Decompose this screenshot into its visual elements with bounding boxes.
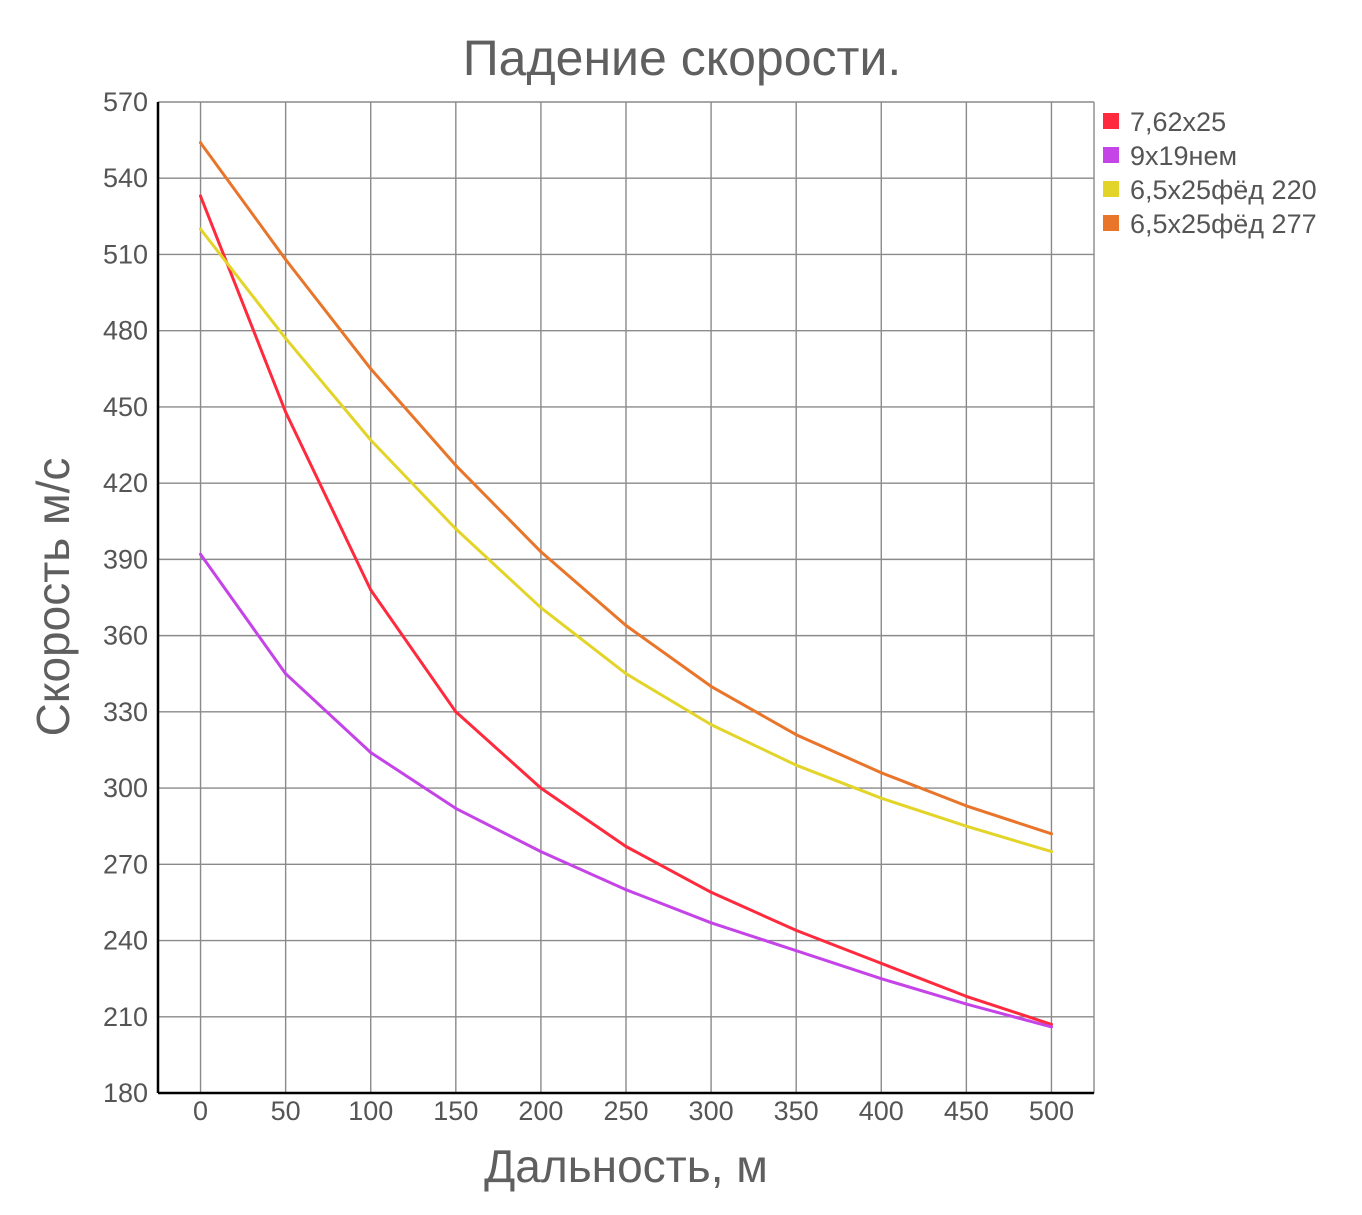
y-tick-label: 210 — [103, 1002, 148, 1032]
series-3-point — [709, 723, 713, 727]
legend-item-2: 9x19нем — [1103, 141, 1237, 171]
legend-swatch — [1103, 147, 1119, 163]
legend-label: 9x19нем — [1130, 141, 1237, 171]
series-2-point — [1049, 1025, 1053, 1029]
x-axis-label: Дальность, м — [484, 1140, 768, 1192]
series-4-point — [199, 141, 203, 145]
series-1-point — [539, 786, 543, 790]
y-tick-label: 510 — [103, 239, 148, 269]
y-tick-label: 480 — [103, 316, 148, 346]
series-2-point — [369, 751, 373, 755]
series-2-point — [709, 921, 713, 925]
series-1-point — [369, 588, 373, 592]
series-4-point — [539, 550, 543, 554]
legend-item-1: 7,62x25 — [1103, 107, 1226, 137]
x-tick-label: 200 — [518, 1096, 563, 1126]
x-tick-label: 100 — [348, 1096, 393, 1126]
legend-item-3: 6,5x25фёд 220 — [1103, 175, 1317, 205]
series-3-point — [1049, 850, 1053, 854]
chart-title: Падение скорости. — [463, 30, 902, 86]
y-axis-label: Скорость м/с — [27, 458, 79, 737]
series-4-point — [964, 804, 968, 808]
series-1-point — [454, 710, 458, 714]
legend-label: 7,62x25 — [1130, 107, 1226, 137]
y-tick-label: 240 — [103, 926, 148, 956]
y-tick-label: 570 — [103, 87, 148, 117]
legend-swatch — [1103, 113, 1119, 129]
series-3-point — [454, 527, 458, 531]
y-tick-label: 330 — [103, 697, 148, 727]
series-4-point — [369, 367, 373, 371]
series-2-point — [879, 977, 883, 981]
x-tick-label: 350 — [774, 1096, 819, 1126]
series-2-point — [964, 1002, 968, 1006]
legend-label: 6,5x25фёд 277 — [1130, 209, 1317, 239]
series-3-point — [199, 227, 203, 231]
series-3-point — [369, 438, 373, 442]
axes — [156, 102, 1094, 1095]
x-tick-label: 450 — [944, 1096, 989, 1126]
x-tick-label: 400 — [859, 1096, 904, 1126]
legend: 7,62x25 9x19нем 6,5x25фёд 220 6,5x25фёд 277 — [1103, 107, 1317, 239]
series-4-point — [284, 258, 288, 262]
series-2-point — [624, 888, 628, 892]
y-tick-label: 360 — [103, 621, 148, 651]
series-2-point — [539, 850, 543, 854]
legend-swatch — [1103, 215, 1119, 231]
series-4-point — [624, 623, 628, 627]
x-tick-label: 0 — [193, 1096, 208, 1126]
legend-label: 6,5x25фёд 220 — [1130, 175, 1317, 205]
series-3-point — [794, 763, 798, 767]
series-1-point — [199, 194, 203, 198]
y-tick-labels: 180 210 240 270 300 330 360 390 420 450 480 510 540 5… — [103, 87, 148, 1108]
series-4-point — [454, 463, 458, 467]
x-tick-label: 500 — [1029, 1096, 1074, 1126]
y-tick-label: 390 — [103, 544, 148, 574]
series-4-point — [879, 771, 883, 775]
x-tick-labels: 0 50 100 150 200 250 300 350 400 450 500 — [193, 1096, 1074, 1126]
y-tick-label: 420 — [103, 468, 148, 498]
legend-swatch — [1103, 181, 1119, 197]
x-tick-label: 250 — [603, 1096, 648, 1126]
x-tick-label: 150 — [433, 1096, 478, 1126]
series-3-point — [284, 336, 288, 340]
x-tick-label: 300 — [689, 1096, 734, 1126]
series-3-point — [964, 824, 968, 828]
y-tick-label: 300 — [103, 773, 148, 803]
plot-area — [199, 141, 1053, 1029]
series-1-point — [794, 928, 798, 932]
series-2-point — [284, 672, 288, 676]
series-2-point — [454, 806, 458, 810]
y-tick-label: 180 — [103, 1078, 148, 1108]
series-4-point — [709, 684, 713, 688]
y-tick-label: 450 — [103, 392, 148, 422]
series-3-point — [879, 796, 883, 800]
y-tick-label: 540 — [103, 163, 148, 193]
series-3-point — [539, 606, 543, 610]
series-1-point — [284, 410, 288, 414]
series-4-point — [794, 733, 798, 737]
series-2-point — [794, 949, 798, 953]
series-1-point — [964, 994, 968, 998]
series-2-point — [199, 552, 203, 556]
legend-item-4: 6,5x25фёд 277 — [1103, 209, 1317, 239]
series-4-point — [1049, 832, 1053, 836]
series-1-point — [709, 890, 713, 894]
y-tick-label: 270 — [103, 849, 148, 879]
series-1-point — [879, 961, 883, 965]
grid — [158, 101, 1095, 1094]
x-tick-label: 50 — [271, 1096, 301, 1126]
series-3-point — [624, 672, 628, 676]
series-1-point — [624, 845, 628, 849]
